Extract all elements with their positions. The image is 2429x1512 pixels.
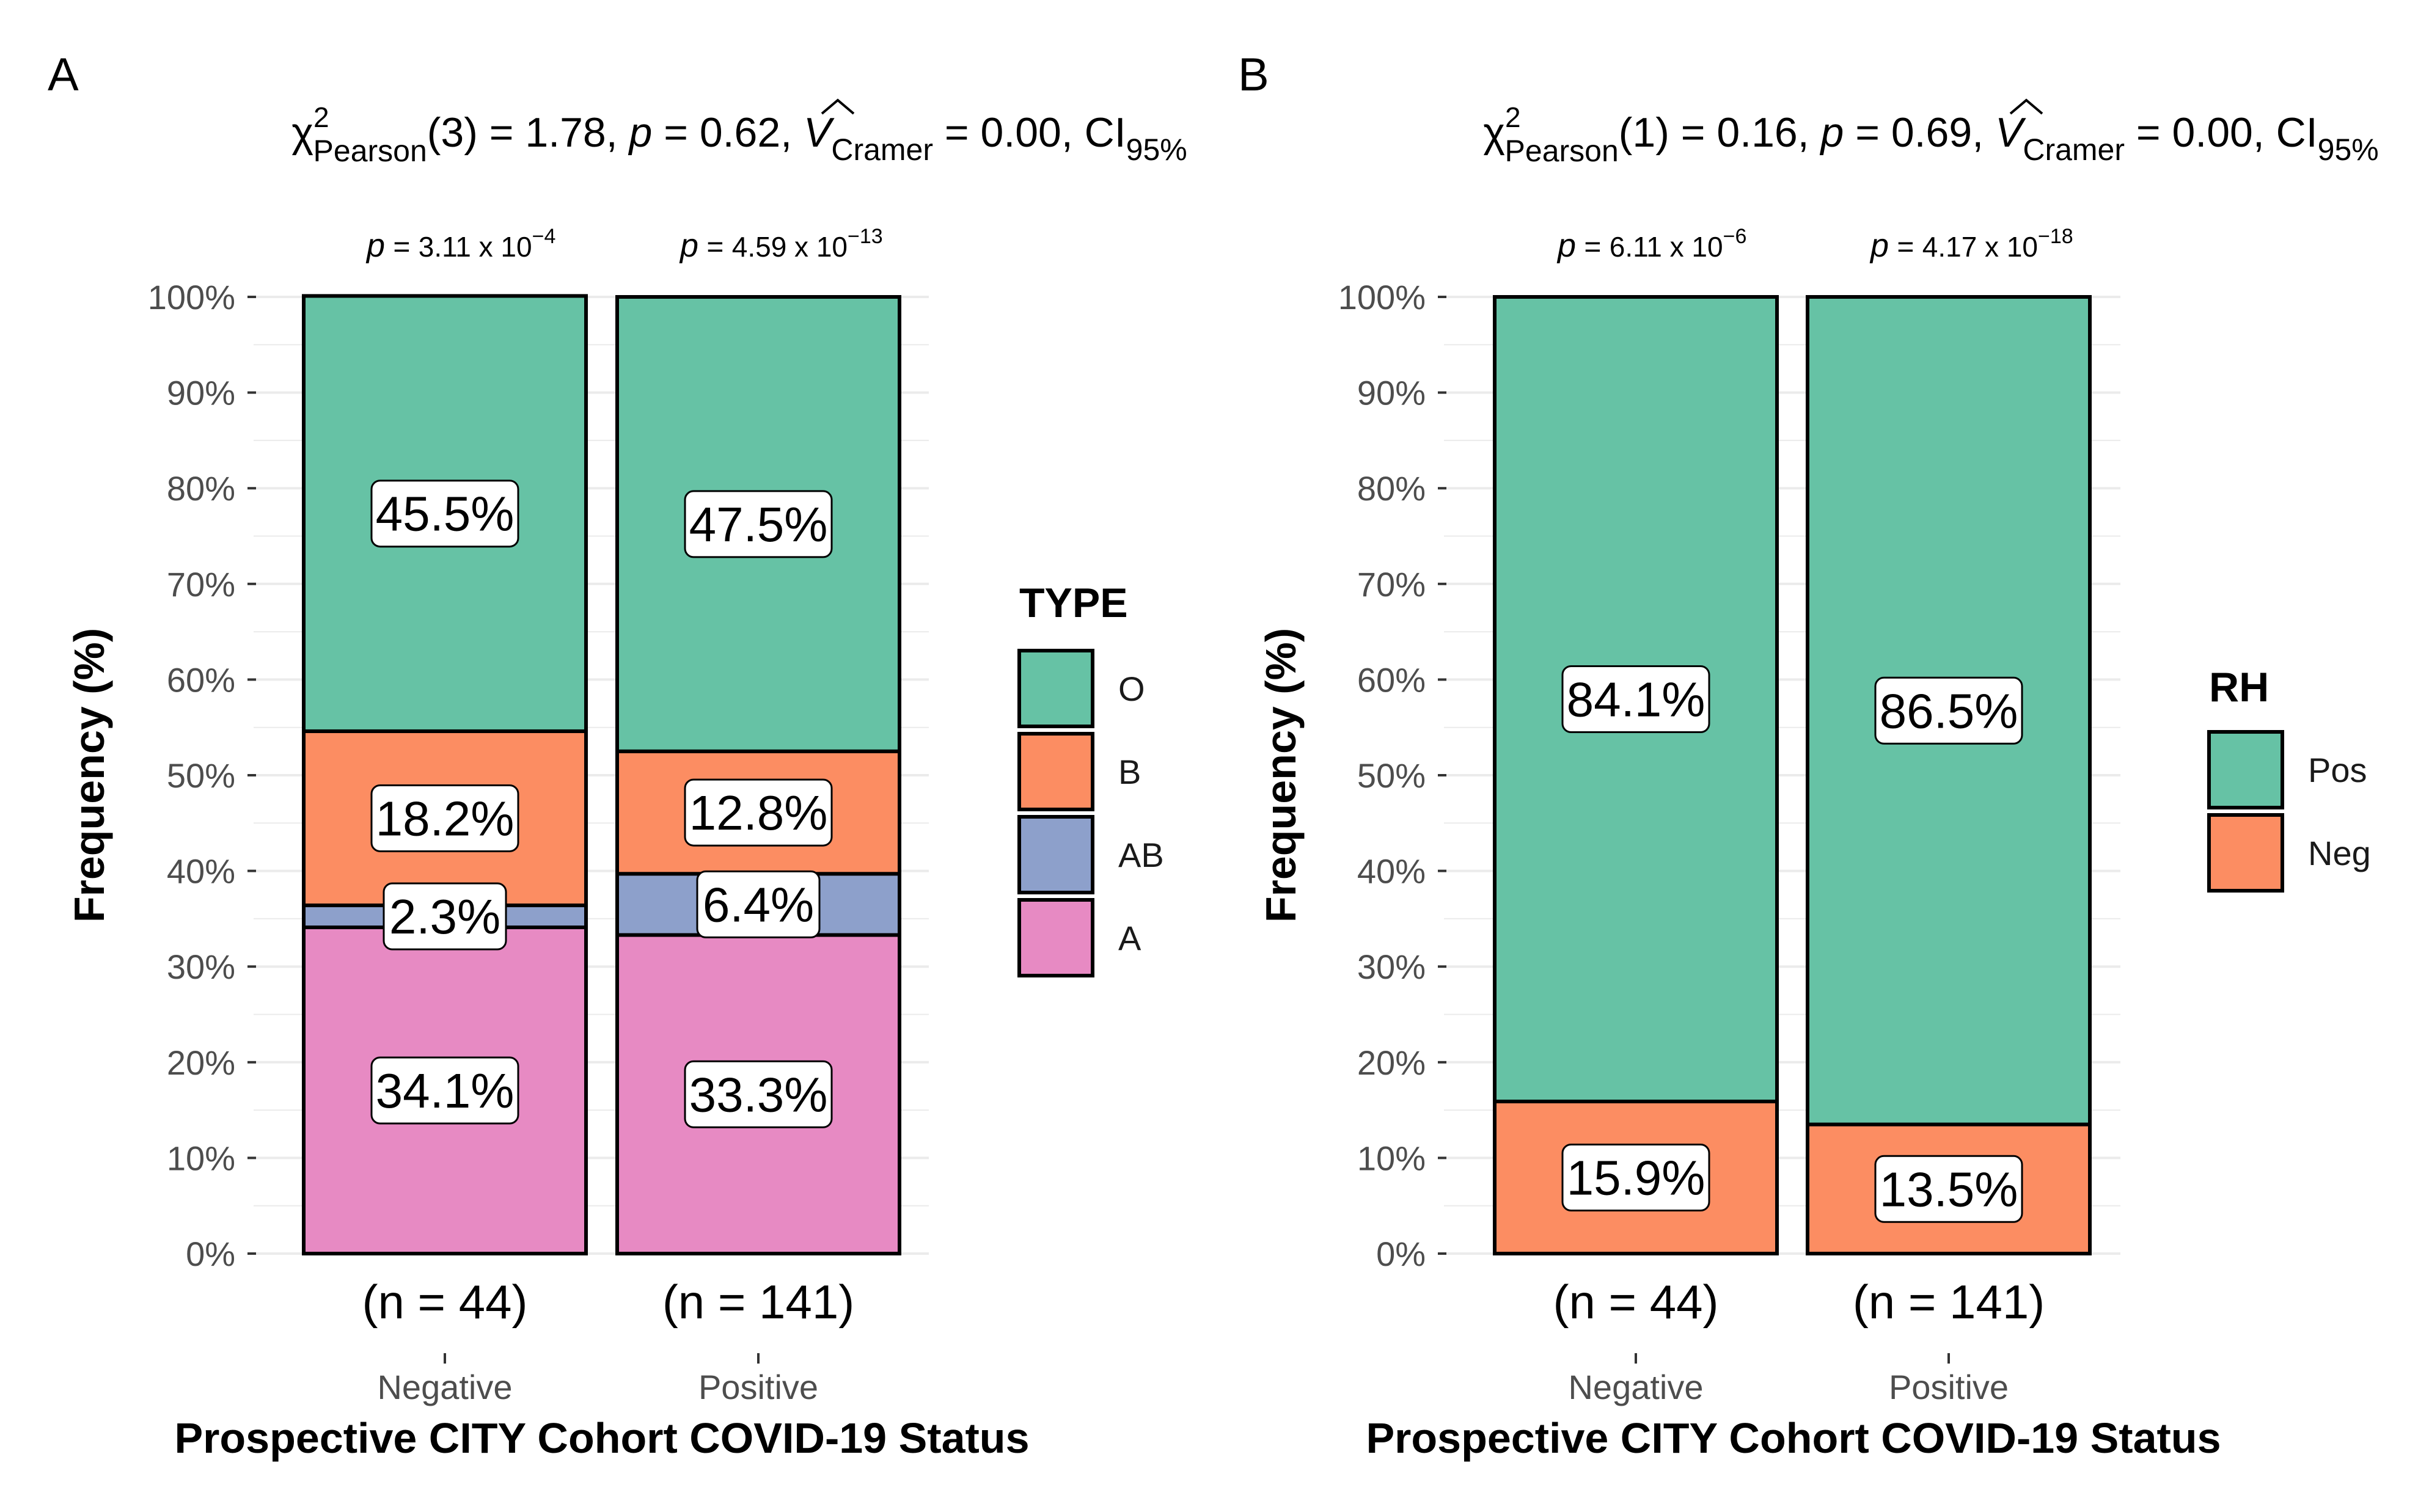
y-tick-label: 100% <box>148 278 235 316</box>
y-tick-label: 30% <box>167 948 235 986</box>
data-label-box <box>1561 665 1710 734</box>
data-label-box <box>1874 676 2023 745</box>
y-tick-label: 40% <box>1357 852 1426 891</box>
p-value-label: p = 6.11 x 10−6 <box>1556 225 1746 264</box>
y-tick-label: 90% <box>1357 374 1426 412</box>
y-tick-label: 90% <box>167 374 235 412</box>
y-tick-label: 80% <box>167 469 235 508</box>
v-hat-mark <box>2009 98 2043 115</box>
y-tick-label: 50% <box>167 756 235 795</box>
y-tick-label: 0% <box>186 1235 235 1273</box>
data-label: 34.1% <box>376 1064 515 1118</box>
x-tick-label: Positive <box>1889 1368 2009 1406</box>
data-label: 45.5% <box>376 487 515 541</box>
legend-label: O <box>1118 670 1145 708</box>
y-tick-label: 0% <box>1376 1235 1426 1273</box>
n-label: (n = 44) <box>1553 1275 1719 1329</box>
chart-subtitle: χ2 Pearson(3) = 1.78, p = 0.62, VCramer =… <box>291 101 1187 168</box>
y-tick-label: 60% <box>167 660 235 699</box>
legend-key-neg <box>2207 813 2284 893</box>
y-tick-label: 10% <box>1357 1139 1426 1177</box>
data-label-box <box>370 480 519 548</box>
x-tick-label: Positive <box>698 1368 818 1406</box>
x-tick-label: Negative <box>1568 1368 1703 1406</box>
chart-subtitle: χ2 Pearson(1) = 0.16, p = 0.69, VCramer =… <box>1483 101 2379 168</box>
x-axis-title: Prospective CITY Cohort COVID-19 Status <box>174 1414 1029 1462</box>
panel-b: Bχ2 Pearson(1) = 0.16, p = 0.69, VCramer … <box>1238 49 2379 1462</box>
panel-letter: A <box>48 49 79 101</box>
legend: RH Pos Neg <box>2207 664 2371 893</box>
y-tick-label: 10% <box>167 1139 235 1177</box>
legend-label: B <box>1118 753 1141 791</box>
data-label: 15.9% <box>1567 1151 1705 1205</box>
data-label: 18.2% <box>376 791 515 845</box>
x-tick-label: Negative <box>377 1368 512 1406</box>
n-label: (n = 44) <box>362 1275 528 1329</box>
legend-key-b <box>1017 732 1094 811</box>
p-value-label: p = 4.17 x 10−18 <box>1869 225 2073 264</box>
legend-key-a <box>1017 898 1094 977</box>
y-tick-label: 20% <box>167 1043 235 1082</box>
legend-label: Neg <box>2308 834 2371 872</box>
y-tick-label: 30% <box>1357 948 1426 986</box>
data-labels: 15.9% 84.1% 13.5% 86.5% <box>1561 665 2023 1223</box>
y-tick-label: 70% <box>167 565 235 604</box>
legend-key-o <box>1017 649 1094 728</box>
legend: TYPE O B AB A <box>1017 580 1164 977</box>
y-tick-label: 70% <box>1357 565 1426 604</box>
legend-label: Pos <box>2308 751 2367 789</box>
x-axis-title: Prospective CITY Cohort COVID-19 Status <box>1366 1414 2221 1462</box>
data-label-box <box>370 1056 519 1125</box>
data-label: 47.5% <box>689 497 828 552</box>
y-tick-label: 20% <box>1357 1043 1426 1082</box>
legend-title: TYPE <box>1019 580 1128 626</box>
p-value-label: p = 4.59 x 10−13 <box>679 225 883 264</box>
data-label: 2.3% <box>389 889 500 944</box>
data-label-box <box>1874 1155 2023 1223</box>
y-tick-label: 60% <box>1357 660 1426 699</box>
legend-title: RH <box>2209 664 2269 710</box>
data-label-box <box>383 882 507 951</box>
data-labels: 34.1% 2.3% 18.2% 45.5% 33.3% 6.4% 12.8% 47.5% <box>370 480 833 1128</box>
y-tick-label: 80% <box>1357 469 1426 508</box>
y-tick-label: 50% <box>1357 756 1426 795</box>
data-label-box <box>684 1060 833 1128</box>
legend-key-ab <box>1017 815 1094 894</box>
y-axis-title: Frequency (%) <box>65 628 113 922</box>
data-label-box <box>696 870 821 938</box>
legend-label: A <box>1118 919 1141 957</box>
data-label: 13.5% <box>1880 1162 2018 1216</box>
panel-a: Aχ2 Pearson(3) = 1.78, p = 0.62, VCramer … <box>48 49 1187 1462</box>
p-value-label: p = 3.11 x 10−4 <box>365 225 555 264</box>
data-label-box <box>1561 1144 1710 1212</box>
data-label: 33.3% <box>689 1067 828 1122</box>
y-axis-title: Frequency (%) <box>1257 628 1305 922</box>
y-tick-label: 40% <box>167 852 235 891</box>
v-hat-mark <box>821 98 855 115</box>
legend-label: AB <box>1118 836 1164 874</box>
legend-key-pos <box>2207 730 2284 809</box>
data-label: 6.4% <box>703 877 814 932</box>
data-label: 12.8% <box>689 786 828 840</box>
n-label: (n = 141) <box>662 1275 854 1329</box>
data-label-box <box>684 490 833 558</box>
panel-letter: B <box>1238 49 1269 101</box>
data-label-box <box>370 784 519 852</box>
data-label: 84.1% <box>1567 673 1705 727</box>
data-label-box <box>684 778 833 847</box>
n-label: (n = 141) <box>1853 1275 2045 1329</box>
data-label: 86.5% <box>1880 684 2018 738</box>
y-tick-label: 100% <box>1338 278 1426 316</box>
